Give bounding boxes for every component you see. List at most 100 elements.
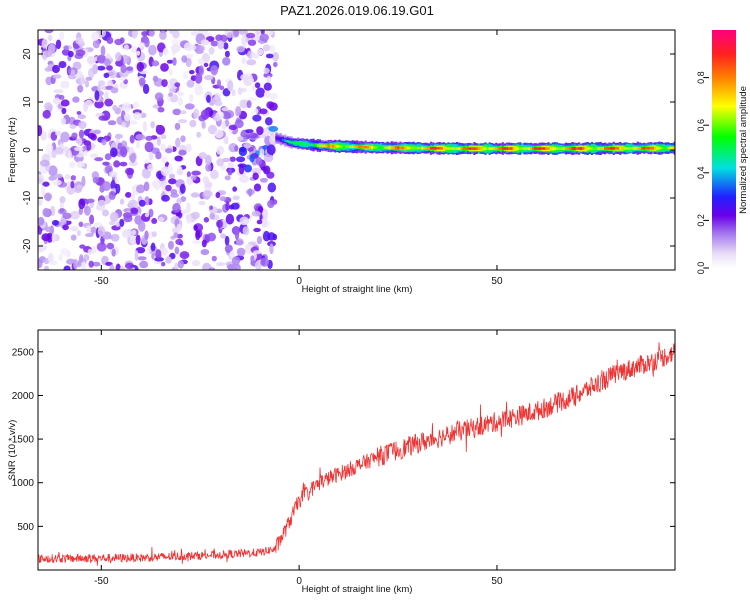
spectrogram-cell — [74, 146, 84, 152]
spectrogram-carrier-cell — [360, 145, 363, 149]
spectrogram-cell — [88, 260, 94, 268]
spectrogram-carrier-cell — [384, 146, 387, 149]
spectrogram-cell — [172, 108, 182, 116]
spectrogram-carrier-cell — [580, 147, 583, 150]
spectrogram-carrier-cell — [412, 146, 415, 150]
spectrogram-carrier-cell — [421, 146, 424, 150]
spectrogram-carrier-cell — [569, 147, 572, 150]
spectrogram-carrier-cell — [382, 146, 385, 150]
spectrogram-carrier-cell — [314, 143, 317, 147]
spectrogram-cell — [204, 74, 214, 81]
spectrogram-cell — [180, 196, 187, 202]
spectrogram-cell — [225, 201, 230, 211]
spectrogram-carrier-cell — [593, 147, 596, 150]
spectrogram-cell — [152, 75, 159, 82]
spectrogram-cell — [237, 136, 244, 141]
spectrogram-cell — [172, 57, 177, 66]
spectrogram-cell — [75, 37, 84, 45]
spectrogram-cell — [234, 229, 240, 241]
spectrogram-cell — [269, 134, 277, 145]
spectrogram-cell — [253, 54, 260, 59]
spectrogram-carrier-cell — [612, 146, 615, 150]
spectrogram-cell — [162, 48, 169, 56]
spectrogram-cell — [174, 262, 179, 269]
spectrogram-cell — [97, 84, 102, 93]
spectrogram-ytick-label: 0 — [22, 147, 33, 153]
spectrogram-carrier-cell — [338, 145, 341, 148]
spectrogram-cell — [59, 196, 66, 204]
spectrogram-cell — [194, 73, 203, 84]
spectrogram-cell — [83, 150, 88, 157]
spectrogram-cell — [174, 155, 183, 162]
spectrogram-cell — [39, 159, 50, 167]
spectrogram-carrier-cell — [275, 136, 278, 140]
spectrogram-cell — [168, 173, 176, 179]
spectrogram-cell — [227, 80, 234, 92]
spectrogram-carrier-cell — [643, 146, 646, 150]
spectrogram-carrier-cell — [523, 147, 526, 150]
spectrogram-carrier-cell — [443, 146, 446, 150]
spectrogram-cell — [231, 89, 236, 97]
spectrogram-carrier-cell — [532, 147, 535, 150]
spectrogram-cell — [259, 108, 268, 115]
spectrogram-cell — [147, 163, 154, 172]
spectrogram-carrier-cell — [630, 147, 633, 150]
spectrogram-cell — [159, 30, 167, 40]
spectrogram-cell — [166, 59, 174, 64]
spectrogram-carrier-cell — [286, 140, 289, 143]
spectrogram-cell — [180, 135, 186, 143]
spectrogram-cell — [254, 82, 261, 89]
spectrogram-carrier-cell — [619, 146, 622, 150]
spectrogram-cell — [129, 134, 135, 144]
spectrogram-cell — [227, 263, 236, 270]
spectrogram-carrier-cell — [340, 144, 343, 148]
spectrogram-carrier-cell — [312, 143, 315, 147]
spectrogram-cell — [154, 92, 164, 101]
spectrogram-cell — [119, 198, 125, 205]
spectrogram-cell — [90, 226, 97, 234]
spectrogram-cell — [256, 126, 264, 136]
spectrogram-cells — [38, 30, 675, 270]
spectrogram-cell — [100, 45, 106, 57]
snr-xtick-label: 0 — [296, 576, 302, 587]
spectrogram-cell — [86, 225, 92, 233]
spectrogram-cell — [209, 205, 214, 210]
spectrogram-cell — [38, 199, 43, 206]
spectrogram-carrier-cell — [460, 147, 463, 150]
spectrogram-carrier-cell — [475, 147, 478, 150]
spectrogram-cell — [97, 80, 106, 87]
spectrogram-xtick-label: 0 — [296, 276, 302, 287]
spectrogram-carrier-cell — [377, 146, 380, 149]
spectrogram-cell — [198, 200, 206, 206]
spectrogram-cell — [125, 167, 135, 176]
spectrogram-carrier-cell — [660, 147, 663, 150]
spectrogram-cell — [178, 240, 184, 246]
spectrogram-cell — [48, 165, 58, 177]
spectrogram-cell — [182, 71, 188, 80]
spectrogram-cell — [256, 219, 263, 225]
spectrogram-cell — [85, 76, 93, 81]
spectrogram-cell — [269, 243, 274, 255]
spectrogram-cell — [217, 40, 225, 50]
spectrogram-cell — [250, 255, 255, 263]
spectrogram-cell — [86, 142, 92, 151]
spectrogram-cell — [240, 74, 249, 81]
spectrogram-cell — [138, 199, 146, 207]
spectrogram-cell — [160, 143, 167, 151]
spectrogram-carrier-cell — [514, 147, 517, 150]
spectrogram-cell — [184, 53, 194, 59]
spectrogram-cell — [136, 50, 141, 56]
spectrogram-cell — [141, 30, 149, 37]
snr-ytick-label: 1000 — [12, 478, 35, 489]
spectrogram-carrier-cell — [617, 147, 620, 150]
spectrogram-cell — [248, 188, 253, 197]
spectrogram-cell — [231, 256, 241, 266]
spectrogram-cell — [239, 175, 249, 183]
spectrogram-cell — [267, 182, 277, 193]
snr-ytick-label: 2500 — [12, 347, 35, 358]
spectrogram-xtick-label: -50 — [94, 276, 109, 287]
spectrogram-cell — [117, 142, 123, 150]
spectrogram-cell — [122, 102, 132, 112]
spectrogram-cell — [200, 249, 210, 256]
spectrogram-cell — [206, 94, 211, 103]
